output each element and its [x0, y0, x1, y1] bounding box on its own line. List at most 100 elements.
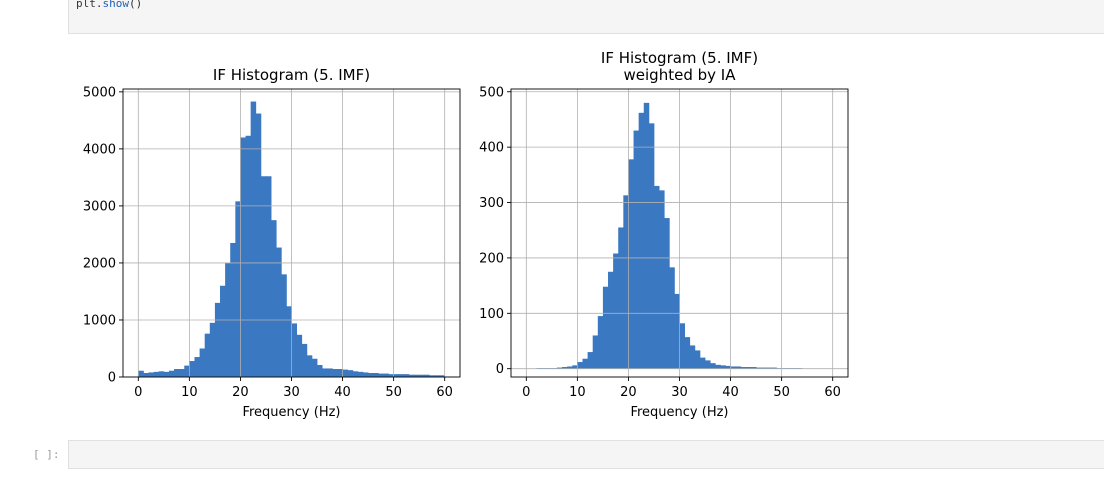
chart2-bar	[674, 293, 680, 369]
chart2-bar	[556, 367, 563, 369]
chart2-bar	[745, 367, 752, 369]
chart2-bar	[618, 227, 624, 369]
chart1-ytick-label: 3000	[83, 199, 116, 214]
chart1-bar	[296, 334, 303, 377]
chart1-bar	[424, 374, 430, 377]
chart1-bar	[306, 355, 313, 377]
chart1-bar	[265, 176, 272, 377]
chart1-bar	[408, 374, 415, 377]
chart1-xtick-label: 0	[134, 385, 142, 400]
chart1-bar	[368, 373, 374, 377]
chart2-bar	[766, 367, 772, 369]
code-line: plt.show()	[76, 0, 143, 10]
chart2-bar	[756, 367, 762, 369]
chart1-xtick-label: 30	[283, 385, 300, 400]
chart1-bar	[429, 375, 435, 377]
chart2-bar	[582, 358, 588, 369]
chart2-bar	[633, 130, 640, 369]
chart2-xtick-label: 40	[722, 385, 739, 400]
chart2-bar	[750, 367, 757, 369]
chart2-xtick-label: 30	[671, 385, 688, 400]
chart1-bar	[439, 375, 446, 377]
chart2-ytick-label: 100	[479, 307, 504, 322]
chart2-bar	[689, 345, 696, 369]
chart2-ytick-label: 0	[496, 362, 504, 377]
chart1-xtick-label: 40	[334, 385, 351, 400]
chart1-bar	[337, 369, 343, 377]
chart1-bar	[189, 361, 195, 377]
chart1-bar	[388, 374, 395, 377]
chart2-bar	[735, 366, 742, 369]
chart1-bar	[204, 333, 211, 377]
chart2-bar	[587, 352, 594, 369]
chart1-bar	[347, 370, 354, 377]
chart2-bar	[613, 253, 619, 369]
cell-prompt: [ ]:	[33, 448, 60, 461]
chart2-ytick-label: 200	[479, 251, 504, 266]
chart1-xtick-label: 60	[436, 385, 453, 400]
chart2-bar	[608, 271, 614, 369]
chart2-bar	[567, 366, 573, 369]
chart1: 0 10 20 30 40 50 60 0 1000 2000 3000 4000 5000 Freque…	[83, 66, 461, 420]
chart2-bar	[694, 350, 701, 369]
chart1-ytick-label: 2000	[83, 256, 116, 271]
chart1-bar	[327, 368, 333, 377]
figure-output: 0 10 20 30 40 50 60010002000300040005000Freque…	[83, 49, 849, 420]
code-cell[interactable]: plt.show()	[68, 0, 1104, 34]
chart1-bar	[220, 285, 226, 377]
chart1-bar	[342, 369, 349, 377]
chart1-bar	[148, 372, 155, 377]
chart1-bar	[184, 365, 190, 377]
chart1-xlabel: Frequency (Hz)	[242, 405, 340, 420]
chart1-bar	[332, 369, 338, 377]
chart1-bar	[179, 369, 185, 377]
chart1-bar	[209, 322, 216, 377]
chart2-bar	[669, 267, 675, 369]
chart2-bar	[597, 316, 604, 369]
chart2-xtick-label: 50	[773, 385, 790, 400]
chart1-title: IF Histogram (5. IMF)	[213, 66, 370, 84]
chart2-bar	[710, 363, 716, 369]
chart1-bar	[352, 371, 359, 377]
chart1-bar	[255, 113, 262, 378]
chart2-bar	[684, 337, 691, 369]
chart2-xtick-label: 20	[620, 385, 637, 400]
chart1-ytick-label: 5000	[83, 85, 116, 100]
chart2: 0 10 20 30 40 50 60 0 100 200 300 400 500 Frequency (…	[479, 49, 849, 420]
chart1-bar	[291, 323, 298, 377]
chart2-bar	[761, 367, 767, 369]
chart1-bar	[168, 370, 175, 377]
chart1-bar	[153, 371, 160, 377]
chart1-xtick-label: 20	[232, 385, 249, 400]
chart2-bar	[602, 286, 609, 369]
chart1-bar	[322, 368, 328, 377]
chart1-bar	[403, 374, 410, 377]
chart1-bar	[419, 374, 425, 377]
empty-code-cell[interactable]	[68, 440, 1104, 469]
chart1-bar	[286, 306, 292, 377]
chart1-bar	[138, 370, 144, 377]
chart2-bar	[715, 364, 721, 369]
chart1-bar	[143, 373, 149, 377]
chart1-bar	[378, 373, 384, 377]
chart2-ytick-label: 400	[479, 141, 504, 156]
chart1-bar	[194, 357, 200, 377]
chart1-bar	[357, 371, 364, 377]
chart1-bar	[414, 374, 420, 377]
chart2-title: IF Histogram (5. IMF)	[601, 49, 758, 67]
chart1-bar	[393, 374, 400, 377]
chart1-xtick-label: 10	[181, 385, 198, 400]
chart2-bar	[643, 102, 650, 369]
chart2-bar	[628, 159, 634, 369]
chart1-bar	[311, 358, 318, 377]
chart1-bar	[158, 371, 165, 377]
chart1-bar	[398, 374, 405, 377]
chart1-bar	[276, 247, 282, 377]
chart1-ytick-label: 0	[108, 371, 116, 386]
chart1-bar	[301, 343, 308, 377]
chart2-bar	[653, 185, 660, 369]
chart2-ytick-label: 500	[479, 85, 504, 100]
chart1-bar	[250, 101, 257, 377]
chart2-bar	[592, 335, 599, 369]
chart1-bar	[174, 369, 180, 377]
